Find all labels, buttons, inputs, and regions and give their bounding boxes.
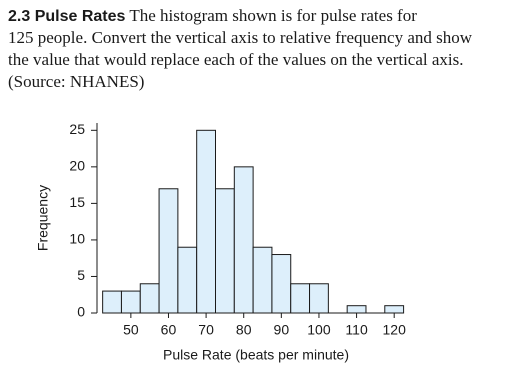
y-tick-label: 0 <box>77 304 85 320</box>
y-tick-label: 10 <box>69 231 85 247</box>
bar <box>290 283 311 314</box>
bar <box>196 129 216 314</box>
bar <box>346 305 367 314</box>
text-line: (Source: NHANES) <box>8 72 145 91</box>
heading: 2.3 Pulse Rates <box>8 8 126 25</box>
y-axis-label: Frequency <box>35 185 51 251</box>
x-tick-label: 100 <box>307 322 331 338</box>
bar <box>102 290 122 314</box>
x-tick-label: 60 <box>161 322 177 338</box>
text: The histogram shown is for pulse rates f… <box>129 6 417 25</box>
bar <box>215 188 235 314</box>
x-tick-label: 50 <box>123 322 139 338</box>
bar <box>158 188 179 314</box>
bar <box>271 254 292 314</box>
x-tick-label: 110 <box>345 322 368 338</box>
bar <box>309 283 329 314</box>
y-tick-label: 25 <box>69 121 85 137</box>
y-tick-label: 20 <box>69 158 85 174</box>
x-axis-label: Pulse Rate (beats per minute) <box>163 347 349 363</box>
x-tick-label: 70 <box>198 322 214 338</box>
bar <box>177 246 198 314</box>
x-tick-label: 80 <box>236 322 252 338</box>
bar <box>120 290 141 314</box>
x-tick-label: 120 <box>383 322 407 338</box>
y-tick-label: 5 <box>77 267 85 283</box>
text-line: 125 people. Convert the vertical axis to… <box>8 28 473 47</box>
text-line: 2.3 Pulse Rates The histogram shown is f… <box>8 6 417 26</box>
bar <box>384 305 405 314</box>
text-line: the value that would replace each of the… <box>8 50 464 69</box>
x-tick-label: 90 <box>274 322 290 338</box>
bar <box>252 246 273 314</box>
y-tick-label: 15 <box>69 194 85 210</box>
bar <box>233 166 254 314</box>
bar <box>139 283 160 314</box>
